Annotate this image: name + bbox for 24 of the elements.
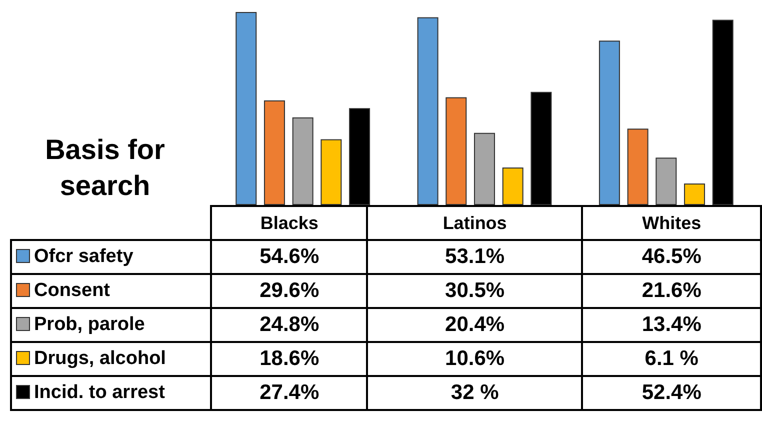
x-tick-label: Blacks (211, 206, 368, 240)
x-tick-label: Whites (582, 206, 761, 240)
data-label: 27.4% (211, 376, 368, 410)
data-label: 30.5% (367, 274, 582, 308)
legend-label: Ofcr safety (11, 240, 212, 274)
data-label: 46.5% (582, 240, 761, 274)
legend-label: Consent (11, 274, 212, 308)
data-label: 6.1 % (582, 342, 761, 376)
x-tick-label: Latinos (367, 206, 582, 240)
data-label: 52.4% (582, 376, 761, 410)
text: Basis for search (44, 133, 166, 203)
legend-label: Drugs, alcohol (11, 342, 212, 376)
data-label: 18.6% (211, 342, 368, 376)
data-label: 32 % (367, 376, 582, 410)
data-label: 24.8% (211, 308, 368, 342)
data-label: 21.6% (582, 274, 761, 308)
data-label: 13.4% (582, 308, 761, 342)
data-label: 54.6% (211, 240, 368, 274)
data-label: 20.4% (367, 308, 582, 342)
data-label: 10.6% (367, 342, 582, 376)
data-label: 53.1% (367, 240, 582, 274)
legend-label: Prob, parole (11, 308, 212, 342)
legend-label: Incid. to arrest (11, 376, 212, 410)
data-label: 29.6% (211, 274, 368, 308)
